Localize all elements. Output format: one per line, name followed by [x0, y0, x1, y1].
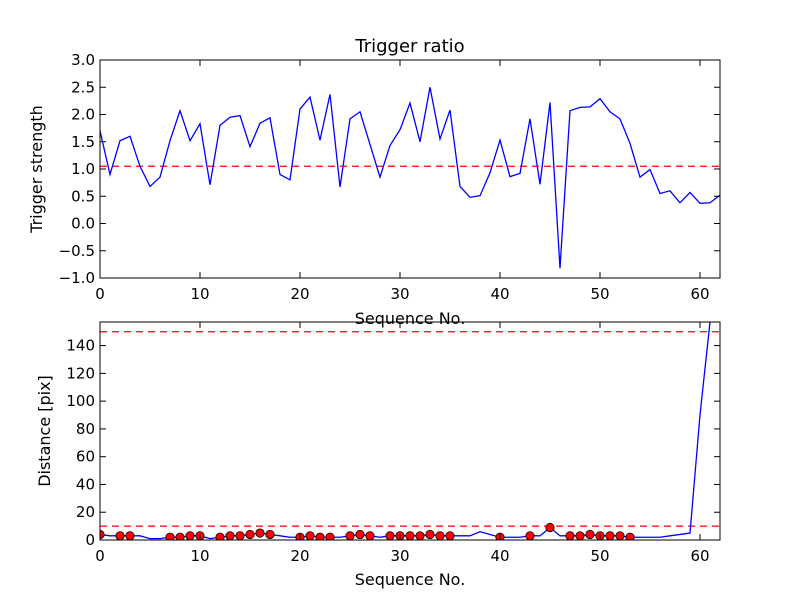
y-tick-label: −1.0: [59, 269, 95, 287]
y-tick-label: 0.5: [71, 187, 95, 205]
x-tick-label: 0: [95, 547, 105, 565]
y-tick-label: 60: [76, 448, 95, 466]
x-tick-label: 30: [390, 547, 409, 565]
bottom-y-axis-label: Distance [pix]: [35, 375, 54, 487]
x-tick-label: 50: [590, 285, 609, 303]
x-tick-label: 20: [290, 285, 309, 303]
data-point: [585, 529, 595, 540]
x-tick-label: 30: [390, 285, 409, 303]
x-tick-label: 10: [190, 285, 209, 303]
y-tick-label: 80: [76, 420, 95, 438]
data-point: [525, 531, 535, 540]
data-point: [265, 529, 275, 540]
top-x-axis-label: Sequence No.: [355, 309, 466, 328]
data-point: [125, 531, 135, 540]
top-axes-frame: [99, 59, 721, 279]
x-tick-label: 60: [690, 285, 709, 303]
data-point: [185, 531, 195, 540]
x-tick-label: 50: [590, 547, 609, 565]
x-tick-label: 0: [95, 285, 105, 303]
data-point: [215, 532, 225, 540]
bottom-x-axis-label: Sequence No.: [355, 570, 466, 589]
data-point: [235, 531, 245, 540]
data-point: [405, 531, 415, 540]
y-tick-label: 1.0: [71, 160, 95, 178]
top-y-axis-label: Trigger strength: [27, 105, 46, 234]
data-point: [605, 531, 615, 540]
data-point: [615, 531, 625, 540]
chart-title: Trigger ratio: [354, 36, 464, 57]
data-point: [625, 532, 635, 540]
y-tick-label: −0.5: [59, 242, 95, 260]
data-point: [445, 531, 455, 540]
y-tick-label: 120: [66, 364, 95, 382]
y-tick-label: 140: [66, 337, 95, 355]
y-tick-label: 2.5: [71, 78, 95, 96]
data-point: [175, 532, 185, 540]
data-point: [165, 532, 175, 540]
distance-panel: 0 10 20 30 40 50 60 0 20 40 60 80 100 120 140 Sequence…: [35, 321, 721, 589]
data-point: [575, 531, 585, 540]
y-tick-label: 0.0: [71, 215, 95, 233]
data-point: [245, 529, 255, 540]
x-tick-label: 40: [490, 285, 509, 303]
data-point: [115, 531, 125, 540]
series-line: [100, 87, 720, 269]
bottom-axes-frame: [99, 321, 721, 541]
y-tick-label: 3.0: [71, 51, 95, 69]
data-point: [435, 531, 445, 540]
x-tick-label: 40: [490, 547, 509, 565]
x-tick-label: 10: [190, 547, 209, 565]
trigger-ratio-panel: Trigger ratio 0 10 20 30 40 50 60 −1.0 −0.5 0.0 0.…: [27, 36, 721, 328]
data-point: [385, 531, 395, 540]
x-tick-label: 60: [690, 547, 709, 565]
y-tick-label: 1.5: [71, 133, 95, 151]
y-tick-label: 100: [66, 392, 95, 410]
plot-clip-group: [100, 322, 720, 540]
y-tick-label: 20: [76, 503, 95, 521]
data-point: [325, 532, 335, 540]
x-tick-label: 20: [290, 547, 309, 565]
distance-plot-area: 0 10 20 30 40 50 60 0 20 40 60 80 100 120 140: [66, 322, 720, 565]
data-point: [255, 528, 265, 538]
data-point: [345, 531, 355, 540]
data-point: [355, 529, 365, 540]
trigger-ratio-plot-area: 0 10 20 30 40 50 60 −1.0 −0.5 0.0 0.5 1.0 1.5 2.0 2.5 3…: [59, 51, 720, 303]
y-tick-label: 0: [85, 531, 95, 549]
data-point: [305, 531, 315, 540]
data-point: [365, 531, 375, 540]
plot-clip-group: [100, 87, 720, 269]
y-tick-label: 40: [76, 475, 95, 493]
y-tick-label: 2.0: [71, 106, 95, 124]
data-point: [425, 529, 435, 540]
data-point: [225, 531, 235, 540]
data-point: [545, 522, 555, 533]
data-point: [315, 532, 325, 540]
data-point: [565, 531, 575, 540]
data-point: [415, 531, 425, 540]
